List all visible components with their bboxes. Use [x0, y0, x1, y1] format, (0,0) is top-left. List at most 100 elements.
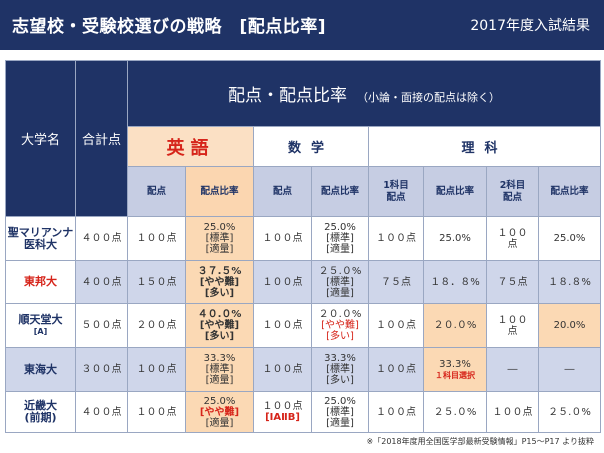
col-header-total: 合計点: [75, 60, 128, 217]
main-header-note: （小論・面接の配点は除く）: [357, 91, 500, 104]
science1-ratio: ２０.０%: [423, 303, 487, 348]
main-header: 配点・配点比率 （小論・面接の配点は除く）: [127, 60, 601, 127]
math-ratio-value: 33.3%: [324, 353, 356, 364]
university-name-line1: 順天堂大: [18, 312, 63, 326]
total-points: ４００点: [75, 391, 128, 433]
english-ratio-volume: [適量]: [205, 244, 234, 255]
english-ratio-value: ４０.０%: [197, 309, 242, 320]
university-name-line2: [A]: [33, 326, 48, 336]
english-ratio: 25.0% [標準] [適量]: [185, 216, 254, 261]
english-ratio-difficulty: [標準]: [205, 233, 234, 244]
subheader-sci2-points-line1: 2科目: [499, 179, 526, 191]
math-ratio: 33.3% [標準] [多い]: [311, 347, 369, 392]
math-ratio-value: 25.0%: [324, 222, 356, 233]
english-ratio-difficulty: [やや難]: [199, 320, 240, 331]
science1-ratio: 25.0%: [423, 216, 487, 261]
math-points: １００点: [253, 303, 312, 348]
main-header-label: 配点・配点比率: [228, 86, 347, 106]
english-points: ２００点: [127, 303, 186, 348]
math-ratio-difficulty: [標準]: [326, 276, 354, 288]
math-ratio: 25.0% [標準] [適量]: [311, 216, 369, 261]
science2-ratio: ２５.０%: [538, 391, 601, 433]
math-ratio-value: 25.0%: [324, 395, 356, 407]
english-ratio: ３７.５% [やや難] [多い]: [185, 260, 254, 304]
math-ratio-volume: [適量]: [326, 417, 354, 429]
english-points: １００点: [127, 216, 186, 261]
table-row: 順天堂大 [A] ５００点 ２００点 ４０.０% [やや難] [多い] １００点 ２０…: [5, 303, 601, 348]
science2-ratio: ―: [538, 347, 601, 392]
science2-ratio: 25.0%: [538, 216, 601, 261]
university-name: 東邦大: [5, 260, 76, 304]
math-ratio-difficulty: [標準]: [326, 233, 354, 244]
science2-points: ―: [486, 347, 539, 392]
science1-points: １００点: [368, 347, 424, 392]
math-points-scope: [ⅠAⅡB]: [265, 412, 300, 423]
science2-points: ７５点: [486, 260, 539, 304]
english-points: １００点: [127, 347, 186, 392]
science2-points-line1: １００: [497, 314, 528, 326]
math-ratio-difficulty: [標準]: [326, 364, 354, 375]
english-ratio-difficulty: [やや難]: [199, 276, 240, 288]
math-ratio-volume: [適量]: [326, 287, 354, 299]
math-points: １００点: [253, 347, 312, 392]
total-points: ４００点: [75, 216, 128, 261]
science2-ratio: １８.８%: [538, 260, 601, 304]
science1-ratio: １８．８%: [423, 260, 487, 304]
score-ratio-table-wrapper: 大学名 合計点 配点・配点比率 （小論・面接の配点は除く） 英語 数学 理科 配点…: [5, 60, 601, 433]
english-ratio-volume: [適量]: [205, 375, 234, 386]
total-points: ４００点: [75, 260, 128, 304]
science1-ratio-note: １科目選択: [435, 370, 475, 380]
total-points: ３００点: [75, 347, 128, 392]
math-ratio-volume: [多い]: [326, 331, 354, 342]
english-ratio-value: 25.0%: [203, 395, 236, 407]
math-ratio: ２０.０% [やや難] [多い]: [311, 303, 369, 348]
subheader-sci1-ratio: 配点比率: [423, 166, 487, 217]
total-points: ５００点: [75, 303, 128, 348]
science1-ratio: ２５.０%: [423, 391, 487, 433]
math-ratio: 25.0% [標準] [適量]: [311, 391, 369, 433]
english-ratio-value: 25.0%: [203, 222, 236, 233]
subheader-ma-points: 配点: [253, 166, 312, 217]
science2-points: １００点: [486, 391, 539, 433]
page-subtitle: 2017年度入試結果: [470, 18, 590, 34]
science2-points-line2: 点: [507, 325, 518, 337]
english-ratio-volume: [多い]: [204, 331, 235, 342]
source-footnote: ※「2018年度用全国医学部最新受験情報」P15～P17 より抜粋: [366, 437, 594, 446]
science1-points: １００点: [368, 391, 424, 433]
english-ratio-value: ３７.５%: [197, 265, 242, 277]
science1-ratio-value: 33.3%: [439, 358, 471, 370]
subject-science: 理科: [368, 126, 601, 167]
math-ratio-difficulty: [やや難]: [321, 320, 359, 331]
subheader-sci2-points: 2科目 配点: [486, 166, 539, 217]
english-ratio-volume: [適量]: [205, 417, 234, 429]
subheader-sci1-points-line2: 配点: [386, 191, 406, 203]
english-ratio-difficulty: [標準]: [205, 364, 234, 375]
math-ratio-value: ２０.０%: [318, 309, 362, 320]
university-name-line2: 医科大: [24, 237, 57, 251]
subheader-sci2-points-line2: 配点: [502, 191, 522, 203]
math-ratio: ２５.０% [標準] [適量]: [311, 260, 369, 304]
subject-english: 英語: [127, 126, 254, 167]
university-name-line2: (前期): [24, 411, 57, 424]
english-points: １５０点: [127, 260, 186, 304]
math-ratio-volume: [多い]: [326, 375, 354, 386]
english-ratio: 33.3% [標準] [適量]: [185, 347, 254, 392]
page-title: 志望校・受験校選びの戦略 [配点比率]: [12, 17, 327, 37]
university-name-line1: 近畿大: [24, 399, 57, 412]
english-ratio-difficulty: [やや難]: [199, 406, 240, 418]
subheader-ma-ratio: 配点比率: [311, 166, 369, 217]
subheader-en-points: 配点: [127, 166, 186, 217]
table-row: 聖マリアンナ 医科大 ４００点 １００点 25.0% [標準] [適量] １００点 2…: [5, 216, 601, 261]
col-header-university: 大学名: [5, 60, 76, 217]
science2-points-line2: 点: [507, 238, 518, 250]
university-name: 聖マリアンナ 医科大: [5, 216, 76, 261]
science2-ratio: 20.0%: [538, 303, 601, 348]
subheader-sci2-ratio: 配点比率: [538, 166, 601, 217]
math-points: １００点: [253, 260, 312, 304]
subheader-sci1-points-line1: 1科目: [383, 179, 409, 191]
science1-points: ７５点: [368, 260, 424, 304]
table-row: 東海大 ３００点 １００点 33.3% [標準] [適量] １００点 33.3% [標…: [5, 347, 601, 392]
science1-points: １００点: [368, 303, 424, 348]
